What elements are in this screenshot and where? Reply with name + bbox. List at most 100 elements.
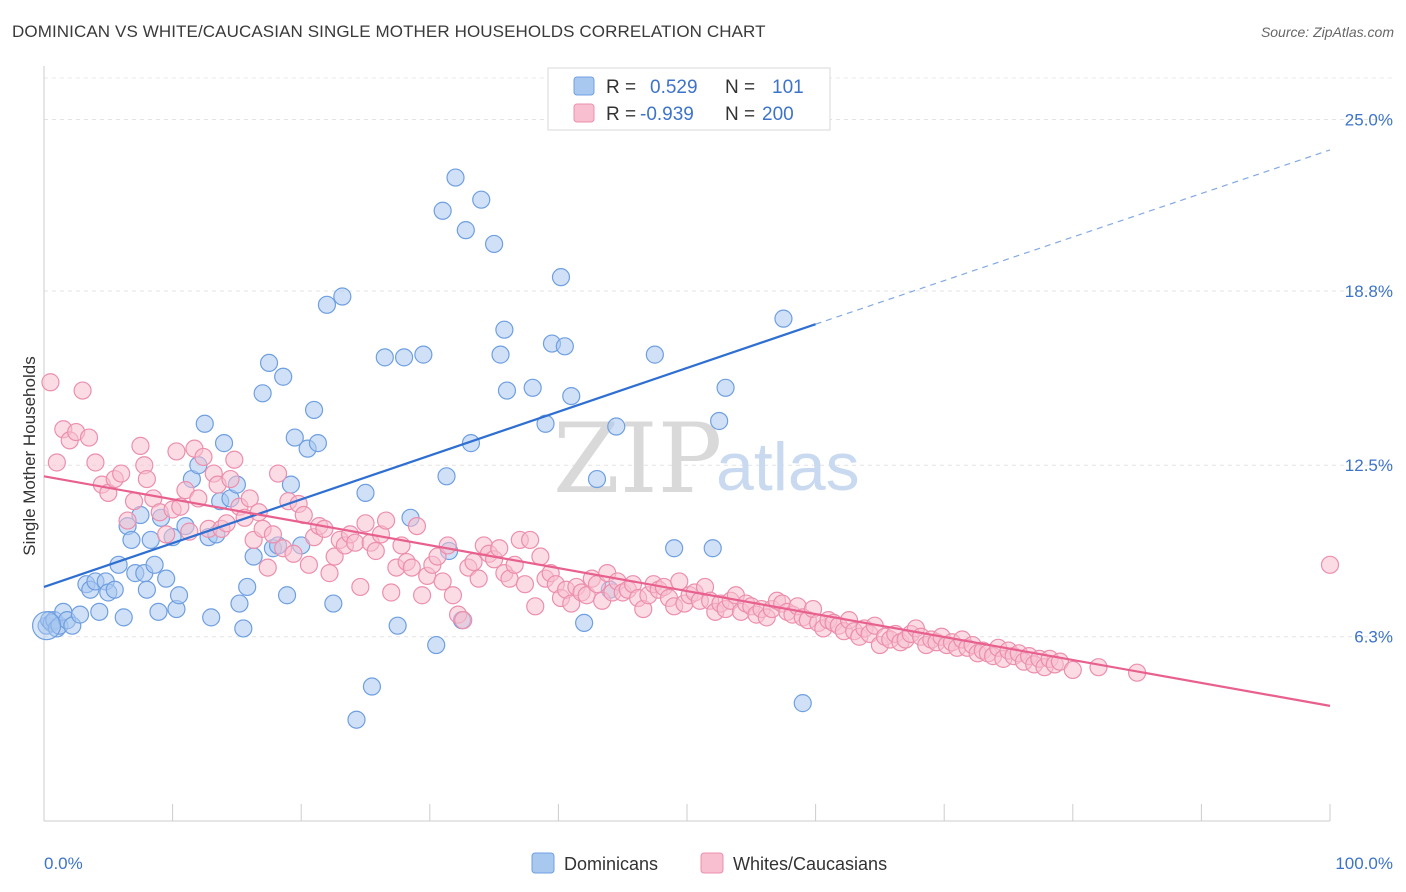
data-point <box>234 619 253 638</box>
legend-r-value-whites: -0.939 <box>640 104 694 125</box>
data-point <box>793 694 812 713</box>
x-tick-label-max: 100.0% <box>1335 854 1393 873</box>
legend-swatch-whites <box>573 103 595 123</box>
data-point <box>454 611 473 630</box>
data-point <box>645 345 664 364</box>
data-point <box>497 381 517 400</box>
data-point <box>258 558 277 577</box>
y-tick-labels: 6.3% 12.5% 18.8% 25.0% <box>1345 110 1393 646</box>
data-point-cluster <box>31 611 62 641</box>
data-point <box>456 221 475 240</box>
legend-n-label-whites: N = <box>725 104 755 125</box>
bottom-legend-label-dominicans[interactable]: Dominicans <box>564 854 658 874</box>
data-point <box>1089 658 1108 677</box>
data-point <box>495 320 514 339</box>
data-point <box>376 511 396 530</box>
watermark-zip-text: ZIP <box>553 403 722 515</box>
data-point <box>268 464 288 483</box>
trend-lines <box>43 149 1331 707</box>
data-point <box>575 613 594 633</box>
data-point <box>472 190 491 209</box>
data-point <box>382 583 401 602</box>
data-point <box>124 492 144 511</box>
data-point <box>221 469 240 489</box>
data-point <box>515 575 535 594</box>
data-point <box>263 525 283 544</box>
data-point <box>461 434 481 453</box>
data-point <box>118 511 137 530</box>
data-point <box>469 569 488 588</box>
data-point <box>402 558 421 577</box>
data-point <box>253 384 272 403</box>
data-point <box>320 564 339 583</box>
data-point <box>285 428 304 447</box>
data-point <box>716 378 735 397</box>
data-point <box>259 353 279 373</box>
data-point <box>141 530 160 550</box>
data-point <box>491 345 510 364</box>
data-point <box>304 400 324 420</box>
legend-n-value-dominicans: 101 <box>772 77 804 98</box>
stats-legend-box <box>547 67 831 131</box>
data-point <box>394 348 414 367</box>
trend-line-extension-0 <box>815 149 1331 325</box>
data-point <box>137 469 156 489</box>
data-point <box>526 597 545 616</box>
y-tick-label-3: 25.0% <box>1345 110 1393 129</box>
bottom-legend-swatch-dominicans[interactable] <box>531 852 555 874</box>
data-point <box>438 536 457 555</box>
data-point <box>333 287 352 306</box>
data-point <box>703 539 722 558</box>
data-point <box>137 580 156 599</box>
data-point <box>427 635 446 655</box>
x-tick-labels: 0.0% 100.0% <box>44 854 1393 873</box>
data-point <box>347 710 366 729</box>
data-point <box>230 594 249 613</box>
data-point <box>169 586 189 605</box>
series-points <box>31 168 1340 729</box>
bottom-legend-swatch-whites[interactable] <box>700 852 724 874</box>
data-point <box>325 547 344 566</box>
series-1-points <box>41 373 1340 682</box>
data-point <box>317 295 337 314</box>
data-point <box>464 552 483 572</box>
data-point <box>157 569 176 588</box>
data-point <box>562 594 581 613</box>
data-point <box>114 608 133 627</box>
data-point <box>90 602 109 621</box>
x-tick-label-min: 0.0% <box>44 854 83 873</box>
trend-line-1 <box>43 475 1331 707</box>
data-point <box>485 234 504 254</box>
data-point <box>551 268 571 287</box>
data-point <box>356 483 375 503</box>
data-point <box>523 378 542 397</box>
data-point <box>433 572 452 591</box>
data-point <box>308 434 328 453</box>
data-point <box>665 539 684 558</box>
data-point <box>587 469 607 489</box>
data-point <box>70 605 90 624</box>
data-point <box>562 386 581 406</box>
data-point <box>112 464 131 483</box>
y-tick-label-1: 12.5% <box>1345 456 1393 475</box>
data-point <box>86 453 105 472</box>
watermark-atlas-text: atlas <box>716 429 860 505</box>
data-point <box>412 586 432 605</box>
chart-title: DOMINICAN VS WHITE/CAUCASIAN SINGLE MOTH… <box>12 22 766 41</box>
bottom-legend-label-whites[interactable]: Whites/Caucasians <box>733 854 887 874</box>
data-point <box>277 586 297 605</box>
data-point <box>274 367 293 386</box>
data-point <box>157 525 176 544</box>
data-point <box>428 547 447 566</box>
legend-r-label-whites: R = <box>606 104 636 125</box>
data-point <box>324 594 343 613</box>
data-point <box>437 467 456 486</box>
y-tick-label-0: 6.3% <box>1354 628 1393 647</box>
data-point <box>176 481 195 500</box>
data-point <box>195 414 214 433</box>
data-point <box>202 608 221 627</box>
data-point <box>555 337 574 356</box>
data-point <box>41 373 60 392</box>
data-point <box>710 411 729 431</box>
